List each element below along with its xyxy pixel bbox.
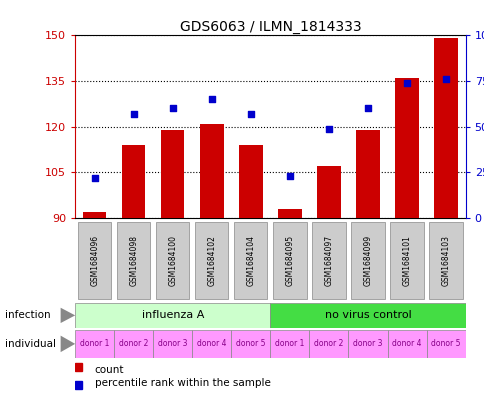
Bar [200, 124, 223, 218]
FancyBboxPatch shape [78, 222, 111, 299]
Text: donor 1: donor 1 [80, 340, 109, 348]
Bar [387, 330, 425, 358]
Bar [394, 78, 418, 218]
Polygon shape [60, 336, 75, 352]
Bar [122, 145, 145, 218]
Bar [75, 303, 270, 328]
Bar [161, 130, 184, 218]
FancyBboxPatch shape [117, 222, 150, 299]
Text: donor 5: donor 5 [430, 340, 460, 348]
FancyBboxPatch shape [390, 222, 423, 299]
Text: GSM1684101: GSM1684101 [402, 235, 411, 286]
FancyBboxPatch shape [156, 222, 189, 299]
Bar [153, 330, 192, 358]
Bar [278, 209, 301, 218]
Bar [425, 330, 465, 358]
Text: GSM1684104: GSM1684104 [246, 235, 255, 286]
Text: GSM1684102: GSM1684102 [207, 235, 216, 286]
Point [168, 105, 176, 112]
FancyBboxPatch shape [273, 222, 306, 299]
Text: infection: infection [5, 310, 50, 320]
Text: no virus control: no virus control [324, 310, 410, 320]
Bar [239, 145, 262, 218]
Point [441, 76, 449, 83]
Text: GSM1684098: GSM1684098 [129, 235, 138, 286]
Bar [270, 303, 465, 328]
Bar [434, 39, 457, 218]
FancyBboxPatch shape [312, 222, 345, 299]
Bar [317, 166, 340, 218]
Text: GSM1684103: GSM1684103 [440, 235, 450, 286]
Text: count: count [94, 365, 124, 375]
FancyBboxPatch shape [351, 222, 384, 299]
Text: influenza A: influenza A [141, 310, 204, 320]
Text: GSM1684096: GSM1684096 [90, 235, 99, 286]
Bar [83, 212, 106, 218]
Text: individual: individual [5, 339, 56, 349]
Bar [348, 330, 387, 358]
Title: GDS6063 / ILMN_1814333: GDS6063 / ILMN_1814333 [179, 20, 361, 34]
Text: donor 4: donor 4 [197, 340, 226, 348]
Bar [270, 330, 309, 358]
Text: donor 3: donor 3 [352, 340, 382, 348]
Text: GSM1684099: GSM1684099 [363, 235, 372, 286]
Text: GSM1684100: GSM1684100 [168, 235, 177, 286]
Text: donor 3: donor 3 [158, 340, 187, 348]
Text: donor 5: donor 5 [236, 340, 265, 348]
Point [208, 96, 215, 103]
Polygon shape [60, 308, 75, 323]
Point [130, 111, 137, 117]
Bar [231, 330, 270, 358]
Bar [356, 130, 379, 218]
Point [286, 173, 293, 179]
Point [363, 105, 371, 112]
Text: donor 1: donor 1 [274, 340, 304, 348]
Point [402, 80, 410, 86]
Bar [75, 381, 82, 389]
FancyBboxPatch shape [234, 222, 267, 299]
Bar [75, 330, 114, 358]
Bar [114, 330, 153, 358]
Text: percentile rank within the sample: percentile rank within the sample [94, 378, 270, 388]
Point [324, 125, 332, 132]
Text: donor 4: donor 4 [392, 340, 421, 348]
FancyBboxPatch shape [195, 222, 228, 299]
Text: donor 2: donor 2 [119, 340, 148, 348]
Bar [192, 330, 231, 358]
FancyBboxPatch shape [429, 222, 462, 299]
Point [246, 111, 254, 117]
Bar [309, 330, 348, 358]
Text: GSM1684095: GSM1684095 [285, 235, 294, 286]
Text: GSM1684097: GSM1684097 [324, 235, 333, 286]
Bar [75, 363, 82, 371]
Point [91, 175, 98, 181]
Text: donor 2: donor 2 [314, 340, 343, 348]
